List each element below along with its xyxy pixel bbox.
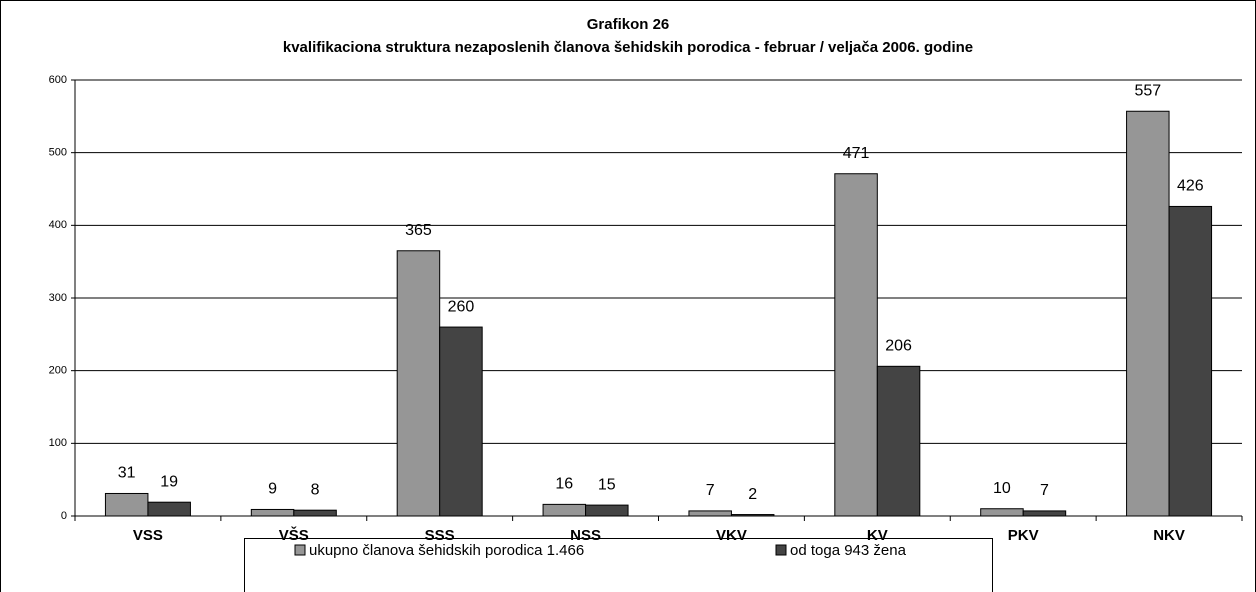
y-tick-label: 600	[49, 74, 67, 86]
bar	[104, 492, 149, 517]
y-tick-label: 500	[49, 147, 67, 159]
bar	[834, 173, 878, 517]
x-tick-label: PKV	[1008, 527, 1039, 544]
bar	[980, 508, 1024, 517]
y-tick-label: 0	[61, 510, 67, 522]
x-tick-label: KV	[867, 527, 888, 544]
data-label: 8	[311, 481, 320, 498]
bar	[439, 326, 483, 517]
data-label: 10	[993, 480, 1011, 497]
legend-label: od toga 943 žena	[790, 542, 907, 559]
x-tick-label: VSS	[133, 527, 163, 544]
bar	[1022, 510, 1067, 517]
bar	[1126, 110, 1170, 517]
legend-label: ukupno članova šehidskih porodica 1.466	[309, 542, 584, 559]
bar	[542, 503, 587, 517]
data-label: 19	[160, 473, 178, 490]
data-label: 15	[598, 476, 616, 493]
bar	[1168, 205, 1213, 517]
bar	[876, 365, 921, 517]
data-label: 471	[843, 145, 870, 162]
data-label: 426	[1177, 178, 1204, 195]
chart-subtitle: kvalifikaciona struktura nezaposlenih čl…	[283, 39, 973, 56]
data-label: 260	[448, 298, 475, 315]
x-tick-label: NSS	[570, 527, 601, 544]
x-tick-label: VKV	[716, 527, 747, 544]
data-label: 7	[1040, 482, 1049, 499]
bar	[293, 509, 337, 517]
y-tick-label: 200	[49, 365, 67, 377]
legend-box	[244, 538, 993, 592]
bar	[730, 514, 775, 517]
y-tick-label: 300	[49, 292, 67, 304]
y-tick-label: 100	[49, 437, 67, 449]
legend-swatch	[294, 544, 306, 556]
bar	[396, 250, 441, 517]
chart-title: Grafikon 26	[587, 16, 670, 33]
data-label: 365	[405, 222, 432, 239]
x-tick-label: VŠS	[279, 526, 309, 544]
data-label: 557	[1134, 82, 1161, 99]
bar	[250, 508, 295, 517]
legend-swatch	[775, 544, 787, 556]
x-tick-label: NKV	[1153, 527, 1185, 544]
y-tick-label: 400	[49, 219, 67, 231]
x-tick-label: SSS	[425, 527, 455, 544]
data-label: 7	[706, 482, 715, 499]
data-label: 206	[885, 338, 912, 355]
data-label: 31	[118, 465, 136, 482]
bar	[147, 501, 191, 517]
bar	[585, 504, 629, 517]
data-label: 16	[555, 476, 573, 493]
data-label: 2	[748, 486, 757, 503]
bar	[688, 510, 732, 517]
data-label: 9	[268, 481, 277, 498]
